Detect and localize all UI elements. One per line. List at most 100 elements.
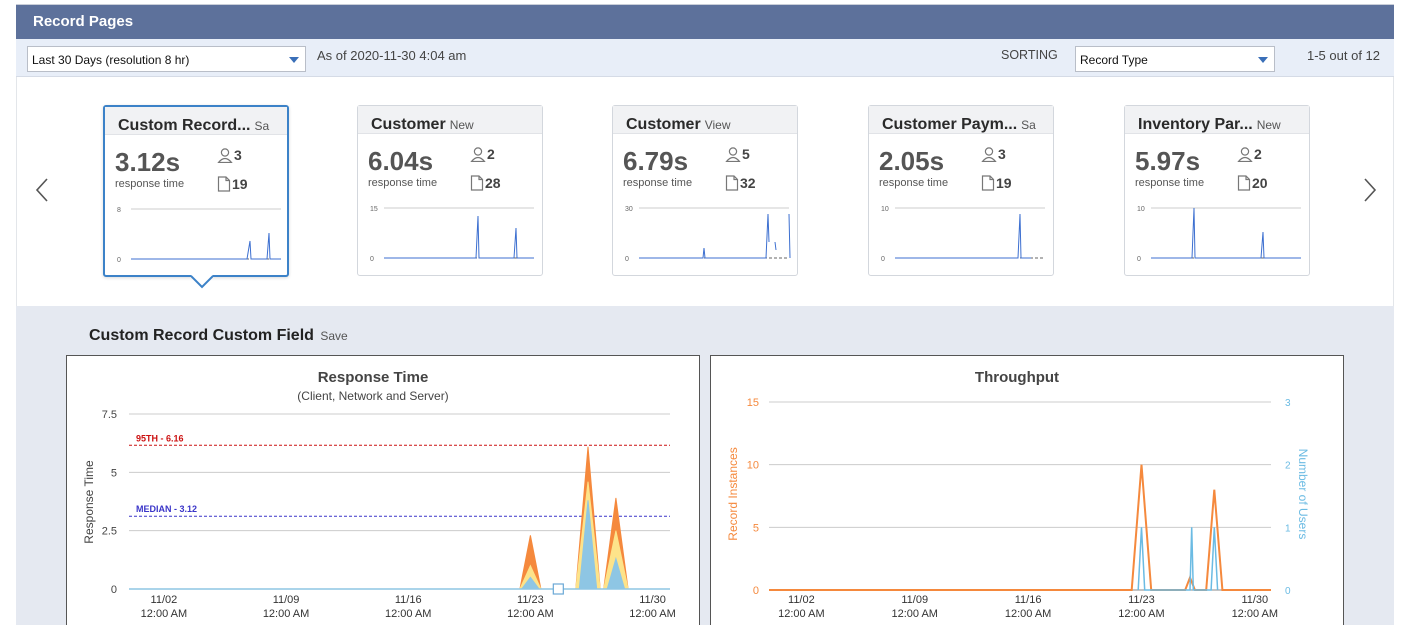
- as-of-timestamp: As of 2020-11-30 4:04 am: [317, 48, 467, 63]
- y-axis-label: Response Time: [82, 460, 96, 544]
- sorting-select[interactable]: Record Type: [1075, 46, 1275, 72]
- y-tick-label: 5: [111, 467, 117, 479]
- document-icon: [981, 175, 995, 191]
- card-response-time: 2.05s: [879, 146, 945, 176]
- card-header: Customer Paym... Sa: [869, 106, 1053, 134]
- card-users: 3: [981, 146, 1006, 163]
- x-tick-time: 12:00 AM: [141, 608, 187, 620]
- area-series: [520, 500, 626, 590]
- reference-line-label: 95TH - 6.16: [136, 433, 184, 443]
- record-card[interactable]: Customer New 6.04s response time 2 28 15 …: [357, 105, 543, 276]
- record-card[interactable]: Inventory Par... New 5.97s response time …: [1124, 105, 1310, 276]
- card-header: Inventory Par... New: [1125, 106, 1309, 134]
- y-tick-label-left: 0: [753, 585, 759, 597]
- detail-record-action: Save: [320, 329, 348, 343]
- card-record-name: Custom Record...: [118, 117, 251, 134]
- sparkline-ymin: 0: [1137, 256, 1141, 263]
- throughput-panel: Throughput Record Instances Number of User…: [710, 355, 1344, 625]
- x-tick-date: 11/30: [1241, 594, 1268, 606]
- card-record-action: View: [704, 118, 731, 132]
- x-tick-time: 12:00 AM: [1118, 608, 1164, 620]
- card-users-count: 2: [487, 146, 495, 162]
- sparkline-ymax: 10: [1137, 206, 1145, 213]
- chevron-down-icon: [1258, 57, 1268, 63]
- y-tick-label-left: 5: [753, 522, 759, 534]
- y-tick-label: 2.5: [102, 526, 117, 538]
- card-sparkline: 15 0: [370, 206, 534, 263]
- sparkline-ymin: 0: [881, 256, 885, 263]
- sparkline-line: [131, 232, 281, 260]
- reference-line-label: MEDIAN - 3.12: [136, 504, 197, 514]
- record-card[interactable]: Custom Record... Sa 3.12s response time 3…: [103, 105, 289, 277]
- card-response-time: 6.79s: [623, 146, 689, 176]
- detail-title: Custom Record Custom Field Save: [89, 327, 348, 345]
- x-tick-time: 12:00 AM: [778, 608, 824, 620]
- card-pages: 32: [725, 175, 756, 191]
- document-icon: [217, 176, 231, 192]
- sparkline-ymax: 30: [625, 206, 633, 213]
- user-icon: [470, 147, 486, 163]
- detail-record-name: Custom Record Custom Field: [89, 327, 314, 344]
- card-response-time-label: response time: [623, 177, 693, 189]
- card-response-time-label: response time: [368, 177, 438, 189]
- record-card[interactable]: Customer Paym... Sa 2.05s response time 3…: [868, 105, 1054, 276]
- card-pages: 19: [217, 176, 248, 192]
- chart-subtitle: (Client, Network and Server): [297, 389, 448, 403]
- response-time-chart: Response Time (Client, Network and Server…: [82, 369, 676, 620]
- range-handle: [552, 583, 564, 595]
- card-record-name: Customer: [371, 116, 446, 133]
- sparkline-ymin: 0: [370, 256, 374, 263]
- selected-card-pointer: [191, 275, 213, 289]
- sparkline-ymax: 8: [117, 207, 121, 214]
- user-icon: [725, 147, 741, 163]
- user-icon: [1237, 147, 1253, 163]
- y-tick-label: 7.5: [102, 409, 117, 421]
- document-icon: [470, 175, 484, 191]
- y-tick-label-right: 3: [1285, 398, 1291, 409]
- card-sparkline: 10 0: [1137, 206, 1301, 263]
- card-header: Customer New: [358, 106, 542, 134]
- x-tick-date: 11/23: [1128, 594, 1155, 606]
- card-response-time: 6.04s: [368, 146, 434, 176]
- sparkline-line: [639, 213, 791, 259]
- y-tick-label-right: 2: [1285, 461, 1291, 472]
- card-response-time-label: response time: [879, 177, 949, 189]
- x-tick-time: 12:00 AM: [1232, 608, 1278, 620]
- card-sparkline: 8 0: [117, 207, 281, 264]
- x-tick-time: 12:00 AM: [385, 608, 431, 620]
- record-card[interactable]: Customer View 6.79s response time 5 32 30…: [612, 105, 798, 276]
- sparkline-ymin: 0: [117, 257, 121, 264]
- chevron-right-icon[interactable]: [1363, 177, 1377, 203]
- x-tick-time: 12:00 AM: [507, 608, 553, 620]
- sparkline-ymax: 15: [370, 206, 378, 213]
- sorting-value: Record Type: [1080, 53, 1148, 67]
- y-tick-label-left: 10: [747, 460, 759, 472]
- x-tick-time: 12:00 AM: [263, 608, 309, 620]
- sparkline-ymax: 10: [881, 206, 889, 213]
- chart-title: Throughput: [975, 369, 1059, 386]
- x-tick-time: 12:00 AM: [891, 608, 937, 620]
- x-tick-date: 11/30: [639, 594, 666, 606]
- user-icon: [981, 147, 997, 163]
- card-pages-count: 32: [740, 175, 756, 191]
- card-pages-count: 20: [1252, 175, 1268, 191]
- card-record-name: Inventory Par...: [1138, 116, 1253, 133]
- y-tick-label-right: 1: [1285, 523, 1291, 534]
- document-icon: [1237, 175, 1251, 191]
- card-pages: 19: [981, 175, 1012, 191]
- card-users-count: 2: [1254, 146, 1262, 162]
- x-tick-time: 12:00 AM: [1005, 608, 1051, 620]
- time-range-select[interactable]: Last 30 Days (resolution 8 hr): [27, 46, 306, 72]
- y-axis-label-right: Number of Users: [1296, 449, 1310, 540]
- document-icon: [725, 175, 739, 191]
- card-record-action: New: [449, 118, 474, 132]
- x-tick-date: 11/02: [788, 594, 815, 606]
- throughput-chart: Throughput Record Instances Number of User…: [726, 369, 1310, 620]
- sparkline-line: [895, 213, 1031, 259]
- chevron-left-icon[interactable]: [35, 177, 49, 203]
- page-header: Record Pages: [16, 4, 1394, 39]
- record-carousel: Custom Record... Sa 3.12s response time 3…: [16, 77, 1394, 306]
- card-record-action: Sa: [1021, 118, 1036, 132]
- y-tick-label: 0: [111, 584, 117, 596]
- x-tick-time: 12:00 AM: [629, 608, 675, 620]
